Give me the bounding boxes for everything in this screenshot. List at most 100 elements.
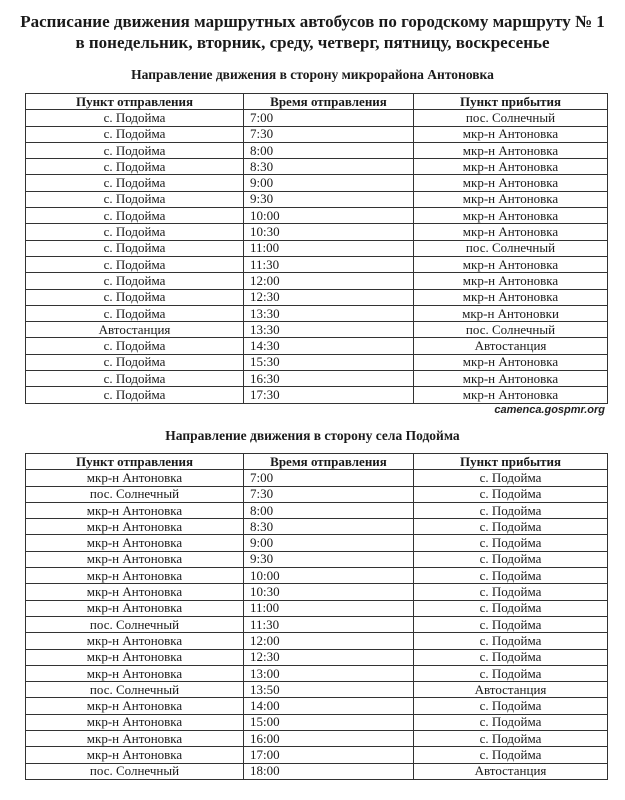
departure-time-cell: 9:00 <box>243 534 414 552</box>
departure-time-cell: 17:00 <box>243 746 414 764</box>
departure-time-cell: 18:00 <box>243 762 414 780</box>
table-row: мкр-н Антоновка 10:30 с. Подойма <box>25 583 608 601</box>
departure-point-cell: мкр-н Антоновка <box>25 632 244 650</box>
arrival-point-cell: Автостанция <box>413 681 608 699</box>
table-row: Автостанция 13:30 пос. Солнечный <box>25 321 608 339</box>
arrival-point-cell: с. Подойма <box>413 501 608 520</box>
departure-point-cell: мкр-н Антоновка <box>25 534 244 552</box>
departure-time-cell: 10:30 <box>243 583 414 601</box>
departure-point-cell: с. Подойма <box>25 272 244 290</box>
departure-time-cell: 7:30 <box>243 125 414 143</box>
departure-time-cell: 10:30 <box>243 223 414 241</box>
departure-point-cell: с. Подойма <box>25 223 244 241</box>
departure-time-cell: 10:00 <box>243 207 414 225</box>
departure-point-cell: с. Подойма <box>25 190 244 209</box>
table-row: с. Подойма 9:30 мкр-н Антоновка <box>25 190 608 209</box>
departure-time-cell: 14:00 <box>243 697 414 715</box>
departure-point-cell: мкр-н Антоновка <box>25 469 244 487</box>
column-header-departure-time: Время отправления <box>243 92 414 111</box>
table-row: с. Подойма 14:30 Автостанция <box>25 337 608 355</box>
departure-point-cell: пос. Солнечный <box>25 762 244 780</box>
departure-time-cell: 13:30 <box>243 304 414 323</box>
departure-point-cell: мкр-н Антоновка <box>25 664 244 683</box>
departure-point-cell: мкр-н Антоновка <box>25 501 244 520</box>
departure-point-cell: с. Подойма <box>25 353 244 372</box>
table-row: пос. Солнечный 7:30 с. Подойма <box>25 485 608 503</box>
departure-time-cell: 9:30 <box>243 550 414 569</box>
departure-point-cell: пос. Солнечный <box>25 615 244 634</box>
table-row: с. Подойма 10:30 мкр-н Антоновка <box>25 223 608 241</box>
departure-point-cell: мкр-н Антоновка <box>25 648 244 666</box>
table-row: с. Подойма 15:30 мкр-н Антоновка <box>25 353 608 372</box>
table-row: пос. Солнечный 13:50 Автостанция <box>25 681 608 699</box>
arrival-point-cell: с. Подойма <box>413 550 608 569</box>
departure-point-cell: с. Подойма <box>25 141 244 160</box>
departure-point-cell: мкр-н Антоновка <box>25 583 244 601</box>
departure-time-cell: 8:00 <box>243 501 414 520</box>
departure-time-cell: 8:30 <box>243 518 414 536</box>
table-row: мкр-н Антоновка 10:00 с. Подойма <box>25 567 608 585</box>
arrival-point-cell: Автостанция <box>413 337 608 355</box>
departure-point-cell: с. Подойма <box>25 370 244 388</box>
table-row: мкр-н Антоновка 8:00 с. Подойма <box>25 501 608 520</box>
arrival-point-cell: мкр-н Антоновка <box>413 223 608 241</box>
table-row: пос. Солнечный 18:00 Автостанция <box>25 762 608 780</box>
departure-point-cell: с. Подойма <box>25 158 244 176</box>
arrival-point-cell: с. Подойма <box>413 583 608 601</box>
arrival-point-cell: мкр-н Антоновки <box>413 304 608 323</box>
arrival-point-cell: с. Подойма <box>413 648 608 666</box>
departure-time-cell: 12:00 <box>243 632 414 650</box>
table-row: мкр-н Антоновка 17:00 с. Подойма <box>25 746 608 764</box>
arrival-point-cell: с. Подойма <box>413 599 608 617</box>
schedule-table-to-podoima: Пункт отправления Время отправления Пунк… <box>25 452 608 780</box>
departure-point-cell: с. Подойма <box>25 125 244 143</box>
table-row: мкр-н Антоновка 13:00 с. Подойма <box>25 664 608 683</box>
departure-point-cell: с. Подойма <box>25 304 244 323</box>
table-row: с. Подойма 9:00 мкр-н Антоновка <box>25 174 608 192</box>
departure-point-cell: мкр-н Антоновка <box>25 730 244 748</box>
departure-time-cell: 11:30 <box>243 615 414 634</box>
departure-time-cell: 11:00 <box>243 239 414 257</box>
departure-time-cell: 14:30 <box>243 337 414 355</box>
arrival-point-cell: пос. Солнечный <box>413 321 608 339</box>
table-row: мкр-н Антоновка 12:00 с. Подойма <box>25 632 608 650</box>
arrival-point-cell: с. Подойма <box>413 730 608 748</box>
table-header-row: Пункт отправления Время отправления Пунк… <box>25 92 608 111</box>
table-row: с. Подойма 7:30 мкр-н Антоновка <box>25 125 608 143</box>
column-header-arrival-point: Пункт прибытия <box>413 92 608 111</box>
table-row: с. Подойма 12:00 мкр-н Антоновка <box>25 272 608 290</box>
departure-point-cell: с. Подойма <box>25 337 244 355</box>
departure-time-cell: 7:00 <box>243 109 414 127</box>
table-row: с. Подойма 8:00 мкр-н Антоновка <box>25 141 608 160</box>
departure-time-cell: 13:30 <box>243 321 414 339</box>
section-heading-podoima: Направление движения в сторону села Подо… <box>165 428 460 443</box>
departure-time-cell: 13:00 <box>243 664 414 683</box>
departure-point-cell: мкр-н Антоновка <box>25 518 244 536</box>
table-row: с. Подойма 10:00 мкр-н Антоновка <box>25 207 608 225</box>
arrival-point-cell: мкр-н Антоновка <box>413 370 608 388</box>
watermark: camenca.gospmr.org <box>494 404 605 416</box>
departure-time-cell: 8:00 <box>243 141 414 160</box>
table-row: мкр-н Антоновка 12:30 с. Подойма <box>25 648 608 666</box>
departure-point-cell: мкр-н Антоновка <box>25 567 244 585</box>
arrival-point-cell: с. Подойма <box>413 615 608 634</box>
departure-point-cell: с. Подойма <box>25 207 244 225</box>
arrival-point-cell: пос. Солнечный <box>413 109 608 127</box>
arrival-point-cell: мкр-н Антоновка <box>413 174 608 192</box>
departure-time-cell: 13:50 <box>243 681 414 699</box>
departure-time-cell: 11:00 <box>243 599 414 617</box>
arrival-point-cell: с. Подойма <box>413 664 608 683</box>
section-heading-antonovka: Направление движения в сторону микрорайо… <box>131 67 494 82</box>
document-subtitle-days: в понедельник, вторник, среду, четверг, … <box>75 33 550 52</box>
arrival-point-cell: с. Подойма <box>413 485 608 503</box>
departure-time-cell: 9:00 <box>243 174 414 192</box>
table-row: мкр-н Антоновка 9:30 с. Подойма <box>25 550 608 569</box>
arrival-point-cell: мкр-н Антоновка <box>413 288 608 306</box>
table-header-row: Пункт отправления Время отправления Пунк… <box>25 452 608 471</box>
departure-time-cell: 7:00 <box>243 469 414 487</box>
arrival-point-cell: с. Подойма <box>413 518 608 536</box>
table-row: мкр-н Антоновка 11:00 с. Подойма <box>25 599 608 617</box>
arrival-point-cell: с. Подойма <box>413 469 608 487</box>
arrival-point-cell: пос. Солнечный <box>413 239 608 257</box>
departure-point-cell: с. Подойма <box>25 174 244 192</box>
